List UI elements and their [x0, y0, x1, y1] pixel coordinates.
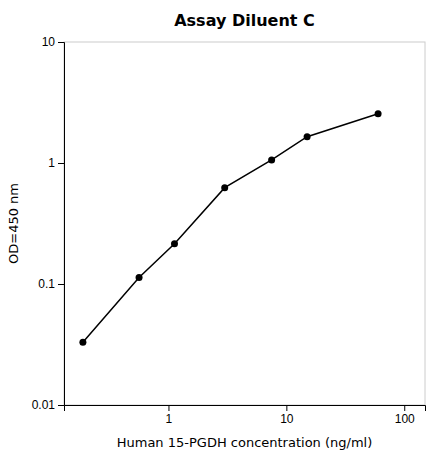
point	[136, 274, 143, 281]
point	[79, 339, 86, 346]
tick-mark	[58, 284, 64, 285]
x-axis-title: Human 15-PGDH concentration (ng/ml)	[117, 435, 373, 450]
line	[83, 114, 378, 342]
tick: 10	[42, 35, 64, 49]
tick-label: 10	[280, 412, 294, 426]
tick: 0.1	[38, 277, 64, 291]
axis-line	[65, 406, 426, 412]
tick-mark	[404, 405, 405, 411]
x-axis: 1 10 100	[65, 405, 426, 426]
tick: 0.01	[32, 398, 64, 412]
tick: 10	[280, 405, 294, 426]
tick-mark	[168, 405, 169, 411]
point	[304, 133, 311, 140]
point	[268, 156, 275, 163]
tick: 1	[166, 405, 173, 426]
tick-label: 0.1	[38, 277, 55, 291]
chart: 1 10 100 0.01 0.1 1 10 Assay Diluent C Human 15-…	[0, 0, 447, 463]
tick-label: 1	[48, 156, 55, 170]
tick: 1	[48, 156, 64, 170]
y-axis: 0.01 0.1 1 10	[32, 35, 65, 412]
tick-mark	[286, 405, 287, 411]
tick-label: 0.01	[32, 398, 56, 412]
plot-area: 1 10 100 0.01 0.1 1 10	[32, 35, 426, 425]
tick-mark	[58, 163, 64, 164]
point	[221, 184, 228, 191]
point	[375, 110, 382, 117]
y-axis-title: OD=450 nm	[6, 183, 21, 264]
tick-mark	[58, 42, 64, 43]
tick-label: 100	[395, 412, 415, 426]
tick-label: 10	[42, 35, 56, 49]
axis-line	[58, 43, 65, 406]
title: Assay Diluent C	[174, 11, 315, 30]
plot-frame	[64, 42, 425, 405]
point	[171, 240, 178, 247]
tick-mark	[58, 405, 64, 406]
tick-label: 1	[166, 412, 173, 426]
tick: 100	[395, 405, 415, 426]
marks	[79, 110, 381, 345]
